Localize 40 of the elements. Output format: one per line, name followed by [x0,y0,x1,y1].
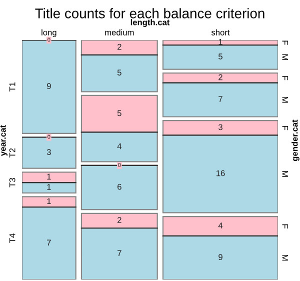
category-label: F [282,126,288,130]
category-label: T1 [9,82,16,92]
data-label: 5 [218,54,222,60]
category-label: M [282,96,288,103]
data-label: 7 [47,240,51,246]
data-label: 3 [46,149,51,156]
text: length.cat [130,19,170,27]
category-label: T2 [9,148,16,158]
category-label: F [282,76,288,80]
category-label: T4 [9,234,16,243]
category-label: T3 [9,178,16,188]
category-label: medium [105,29,134,36]
data-label: 2 [118,217,122,223]
category-label: M [282,54,288,60]
category-label: long [42,29,56,38]
data-label: 1 [47,198,51,204]
data-label: 1 [47,184,51,190]
data-label: 5 [117,70,122,76]
data-label: 1 [218,39,222,45]
data-label: 4 [218,222,223,228]
data-label: 1 [47,174,51,180]
category-label: M [282,171,288,177]
data-label: 2 [218,74,222,80]
data-label: 5 [117,110,122,116]
data-label: 4 [117,143,122,150]
data-label: 3 [218,124,222,130]
data-label: 6 [118,184,122,190]
category-label: F [282,40,288,45]
text: year.cat [0,125,8,156]
data-label: 7 [118,250,122,256]
text: gender.cat [292,120,300,161]
category-label: short [211,29,230,36]
data-label: 9 [46,83,51,90]
data-label: 16 [216,170,225,176]
data-label: 7 [218,96,222,102]
category-label: M [282,254,288,261]
category-label: F [282,224,288,228]
data-label: 2 [118,44,122,50]
data-label: 9 [218,254,222,260]
text: Title counts for each balance criterion [35,8,264,18]
